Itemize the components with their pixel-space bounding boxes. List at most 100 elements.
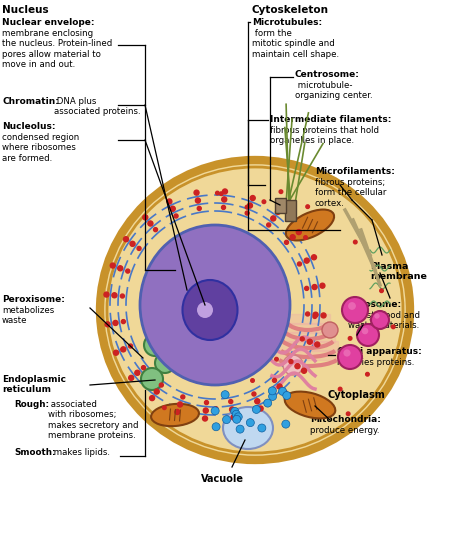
Text: DNA plus
associated proteins.: DNA plus associated proteins. — [54, 97, 141, 116]
Circle shape — [232, 410, 240, 418]
Circle shape — [222, 189, 228, 194]
Circle shape — [295, 364, 300, 369]
Circle shape — [155, 353, 175, 373]
Circle shape — [197, 206, 201, 211]
Circle shape — [258, 424, 266, 432]
Circle shape — [234, 413, 242, 421]
Circle shape — [312, 285, 317, 289]
Circle shape — [313, 315, 317, 318]
Circle shape — [178, 403, 182, 406]
Circle shape — [283, 391, 291, 399]
Circle shape — [291, 235, 295, 239]
Text: Microtubules:: Microtubules: — [252, 18, 322, 27]
Circle shape — [142, 366, 146, 370]
Text: form the
mitotic spindle and
maintain cell shape.: form the mitotic spindle and maintain ce… — [252, 29, 339, 59]
Circle shape — [245, 211, 249, 215]
Circle shape — [282, 390, 287, 395]
Circle shape — [167, 199, 172, 204]
Circle shape — [231, 415, 236, 420]
Circle shape — [380, 289, 383, 293]
Circle shape — [338, 345, 362, 369]
Circle shape — [255, 399, 260, 404]
Circle shape — [174, 214, 178, 218]
Circle shape — [130, 241, 135, 247]
Circle shape — [283, 355, 303, 375]
Circle shape — [121, 347, 126, 352]
Circle shape — [346, 412, 350, 415]
Circle shape — [124, 237, 128, 242]
Circle shape — [306, 205, 310, 209]
Text: Peroxisome:: Peroxisome: — [2, 295, 65, 304]
Text: produce energy.: produce energy. — [310, 426, 380, 435]
Circle shape — [273, 378, 276, 382]
Circle shape — [175, 410, 180, 414]
Circle shape — [284, 240, 289, 244]
Circle shape — [129, 375, 134, 381]
Circle shape — [136, 371, 139, 375]
Ellipse shape — [182, 280, 237, 340]
Circle shape — [112, 293, 117, 298]
Circle shape — [121, 347, 125, 352]
Text: modifies proteins.: modifies proteins. — [337, 358, 414, 367]
Circle shape — [365, 373, 369, 376]
Text: Cytoplasm: Cytoplasm — [328, 390, 386, 400]
Circle shape — [247, 203, 253, 208]
Circle shape — [221, 205, 226, 210]
Circle shape — [252, 405, 260, 413]
Circle shape — [255, 399, 259, 403]
Circle shape — [204, 400, 209, 405]
Text: Chromatin:: Chromatin: — [2, 97, 59, 106]
Circle shape — [311, 255, 317, 260]
Circle shape — [113, 350, 118, 355]
Text: microtubule-
organizing center.: microtubule- organizing center. — [295, 81, 373, 100]
Circle shape — [262, 200, 266, 204]
Circle shape — [154, 228, 157, 232]
Circle shape — [150, 396, 155, 400]
Circle shape — [343, 349, 351, 356]
Circle shape — [118, 266, 122, 270]
Circle shape — [130, 242, 135, 246]
Circle shape — [170, 206, 175, 211]
Circle shape — [137, 247, 141, 250]
Circle shape — [216, 191, 219, 195]
Circle shape — [231, 407, 239, 415]
Text: Nuclear envelope:: Nuclear envelope: — [2, 18, 94, 27]
Circle shape — [258, 406, 263, 411]
Circle shape — [223, 415, 230, 423]
Circle shape — [269, 392, 277, 400]
Circle shape — [252, 392, 256, 396]
Circle shape — [278, 384, 282, 389]
Circle shape — [113, 321, 118, 325]
Circle shape — [196, 198, 200, 203]
Circle shape — [171, 207, 175, 211]
Circle shape — [279, 388, 287, 396]
Circle shape — [306, 312, 310, 316]
Circle shape — [277, 384, 282, 389]
Circle shape — [268, 387, 276, 395]
Text: condensed region
where ribosomes
are formed.: condensed region where ribosomes are for… — [2, 133, 79, 163]
FancyBboxPatch shape — [275, 198, 286, 213]
Circle shape — [195, 198, 201, 203]
Text: Centrosome:: Centrosome: — [295, 70, 360, 79]
Text: Nucleus: Nucleus — [2, 5, 49, 15]
Circle shape — [118, 266, 123, 271]
Circle shape — [312, 285, 317, 289]
Circle shape — [163, 406, 166, 410]
Circle shape — [305, 286, 309, 291]
Circle shape — [204, 408, 208, 413]
Circle shape — [307, 339, 312, 344]
Circle shape — [211, 407, 219, 415]
Text: fibrous proteins that hold
organelles in place.: fibrous proteins that hold organelles in… — [270, 126, 379, 145]
Circle shape — [144, 334, 166, 356]
Circle shape — [178, 402, 182, 407]
Text: Nucleolus:: Nucleolus: — [2, 122, 55, 131]
Circle shape — [229, 407, 235, 412]
Circle shape — [274, 358, 278, 361]
Circle shape — [248, 204, 252, 207]
Text: Smooth:: Smooth: — [14, 448, 55, 457]
Text: Vacuole: Vacuole — [201, 474, 244, 484]
Circle shape — [236, 425, 244, 433]
Ellipse shape — [100, 160, 410, 460]
Circle shape — [141, 368, 163, 390]
Ellipse shape — [223, 407, 273, 449]
